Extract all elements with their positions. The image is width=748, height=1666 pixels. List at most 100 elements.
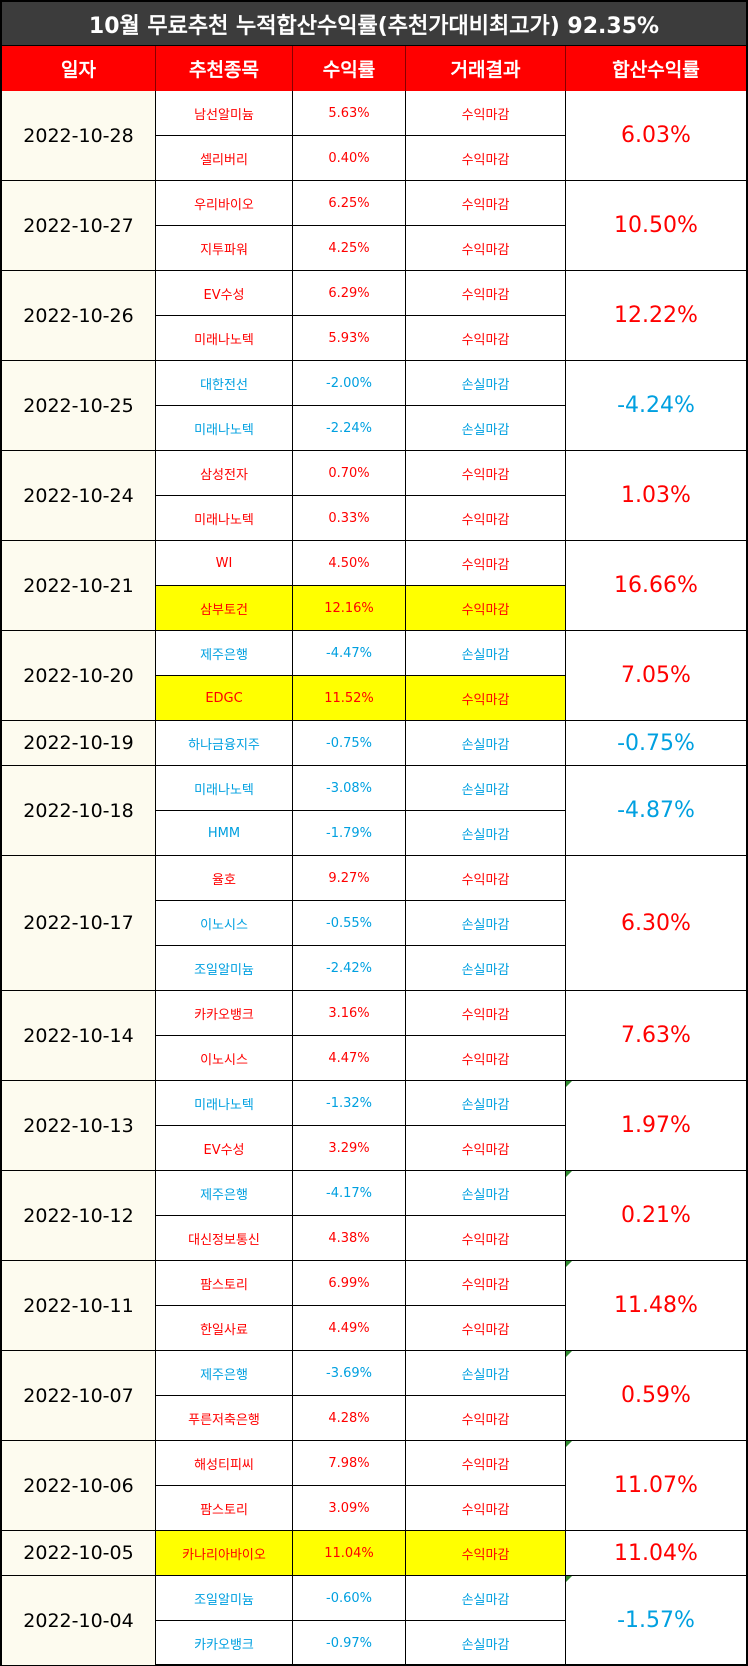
rate-cell: 4.38% (293, 1216, 406, 1261)
rate-cell: 5.93% (293, 316, 406, 361)
rate-cell: 11.52% (293, 676, 406, 721)
rate-cell: 0.40% (293, 136, 406, 181)
date-cell: 2022-10-17 (2, 856, 156, 991)
stock-name-cell: EV수성 (156, 271, 293, 316)
trade-result-cell: 수익마감 (406, 1441, 566, 1486)
rate-cell: -0.55% (293, 901, 406, 946)
cumulative-sum-cell: 0.59% (566, 1351, 746, 1441)
rate-cell: 4.49% (293, 1306, 406, 1351)
cumulative-sum-cell: 7.63% (566, 991, 746, 1081)
rate-cell: 9.27% (293, 856, 406, 901)
date-cell: 2022-10-20 (2, 631, 156, 721)
trade-result-cell: 수익마감 (406, 1216, 566, 1261)
header-result: 거래결과 (406, 46, 566, 91)
date-cell: 2022-10-18 (2, 766, 156, 856)
trade-result-cell: 수익마감 (406, 856, 566, 901)
cumulative-sum-cell: 11.48% (566, 1261, 746, 1351)
stock-name-cell: 삼성전자 (156, 451, 293, 496)
rate-cell: -2.42% (293, 946, 406, 991)
stock-name-cell: 조일알미늄 (156, 1576, 293, 1621)
date-cell: 2022-10-24 (2, 451, 156, 541)
rate-cell: 0.70% (293, 451, 406, 496)
rate-cell: -0.60% (293, 1576, 406, 1621)
trade-result-cell: 손실마감 (406, 946, 566, 991)
stock-name-cell: 한일사료 (156, 1306, 293, 1351)
trade-result-cell: 손실마감 (406, 361, 566, 406)
trade-result-cell: 수익마감 (406, 676, 566, 721)
rate-cell: -4.47% (293, 631, 406, 676)
rate-cell: 12.16% (293, 586, 406, 631)
date-cell: 2022-10-13 (2, 1081, 156, 1171)
rate-cell: 3.09% (293, 1486, 406, 1531)
cumulative-sum-cell: 12.22% (566, 271, 746, 361)
date-cell: 2022-10-19 (2, 721, 156, 766)
trade-result-cell: 수익마감 (406, 586, 566, 631)
cumulative-sum-cell: 10.50% (566, 181, 746, 271)
date-cell: 2022-10-12 (2, 1171, 156, 1261)
stock-name-cell: 카나리아바이오 (156, 1531, 293, 1576)
cumulative-sum-cell: 6.03% (566, 91, 746, 181)
trade-result-cell: 손실마감 (406, 721, 566, 766)
trade-result-cell: 수익마감 (406, 136, 566, 181)
stock-name-cell: 남선알미늄 (156, 91, 293, 136)
trade-result-cell: 손실마감 (406, 1351, 566, 1396)
date-cell: 2022-10-21 (2, 541, 156, 631)
rate-cell: 3.16% (293, 991, 406, 1036)
cumulative-sum-cell: -4.24% (566, 361, 746, 451)
date-cell: 2022-10-26 (2, 271, 156, 361)
stock-name-cell: 미래나노텍 (156, 406, 293, 451)
date-cell: 2022-10-14 (2, 991, 156, 1081)
rate-cell: -2.24% (293, 406, 406, 451)
stock-name-cell: 해성티피씨 (156, 1441, 293, 1486)
stock-name-cell: 하나금융지주 (156, 721, 293, 766)
rate-cell: 5.63% (293, 91, 406, 136)
rate-cell: 6.99% (293, 1261, 406, 1306)
trade-result-cell: 수익마감 (406, 1531, 566, 1576)
cumulative-sum-cell: 1.97% (566, 1081, 746, 1171)
trade-result-cell: 손실마감 (406, 631, 566, 676)
stock-name-cell: 카카오뱅크 (156, 991, 293, 1036)
date-cell: 2022-10-07 (2, 1351, 156, 1441)
header-rate: 수익률 (293, 46, 406, 91)
stock-name-cell: 이노시스 (156, 1036, 293, 1081)
rate-cell: 7.98% (293, 1441, 406, 1486)
rate-cell: -3.69% (293, 1351, 406, 1396)
stock-name-cell: 대신정보통신 (156, 1216, 293, 1261)
rate-cell: 4.28% (293, 1396, 406, 1441)
trade-result-cell: 수익마감 (406, 1306, 566, 1351)
rate-cell: -1.79% (293, 811, 406, 856)
date-cell: 2022-10-28 (2, 91, 156, 181)
stock-name-cell: 제주은행 (156, 1351, 293, 1396)
cell-comment-marker-icon (566, 1261, 572, 1267)
trade-result-cell: 수익마감 (406, 226, 566, 271)
trade-result-cell: 수익마감 (406, 1261, 566, 1306)
rate-cell: -3.08% (293, 766, 406, 811)
cumulative-sum-cell: 16.66% (566, 541, 746, 631)
cumulative-sum-cell: 6.30% (566, 856, 746, 991)
stock-name-cell: EV수성 (156, 1126, 293, 1171)
stock-name-cell: 미래나노텍 (156, 496, 293, 541)
trade-result-cell: 손실마감 (406, 1576, 566, 1621)
rate-cell: 4.47% (293, 1036, 406, 1081)
trade-result-cell: 수익마감 (406, 91, 566, 136)
date-cell: 2022-10-27 (2, 181, 156, 271)
cell-comment-marker-icon (566, 1576, 572, 1582)
cumulative-sum-cell: 11.07% (566, 1441, 746, 1531)
trade-result-cell: 수익마감 (406, 1036, 566, 1081)
rate-cell: -0.97% (293, 1621, 406, 1666)
cell-comment-marker-icon (566, 1441, 572, 1447)
stock-name-cell: 팜스토리 (156, 1261, 293, 1306)
trade-result-cell: 손실마감 (406, 1171, 566, 1216)
rate-cell: -2.00% (293, 361, 406, 406)
stock-name-cell: 대한전선 (156, 361, 293, 406)
stock-name-cell: HMM (156, 811, 293, 856)
stock-name-cell: 푸른저축은행 (156, 1396, 293, 1441)
trade-result-cell: 수익마감 (406, 181, 566, 226)
trade-result-cell: 손실마감 (406, 766, 566, 811)
rate-cell: 4.50% (293, 541, 406, 586)
trade-result-cell: 수익마감 (406, 271, 566, 316)
cumulative-sum-cell: 1.03% (566, 451, 746, 541)
stock-name-cell: EDGC (156, 676, 293, 721)
rate-cell: 6.25% (293, 181, 406, 226)
rate-cell: 0.33% (293, 496, 406, 541)
